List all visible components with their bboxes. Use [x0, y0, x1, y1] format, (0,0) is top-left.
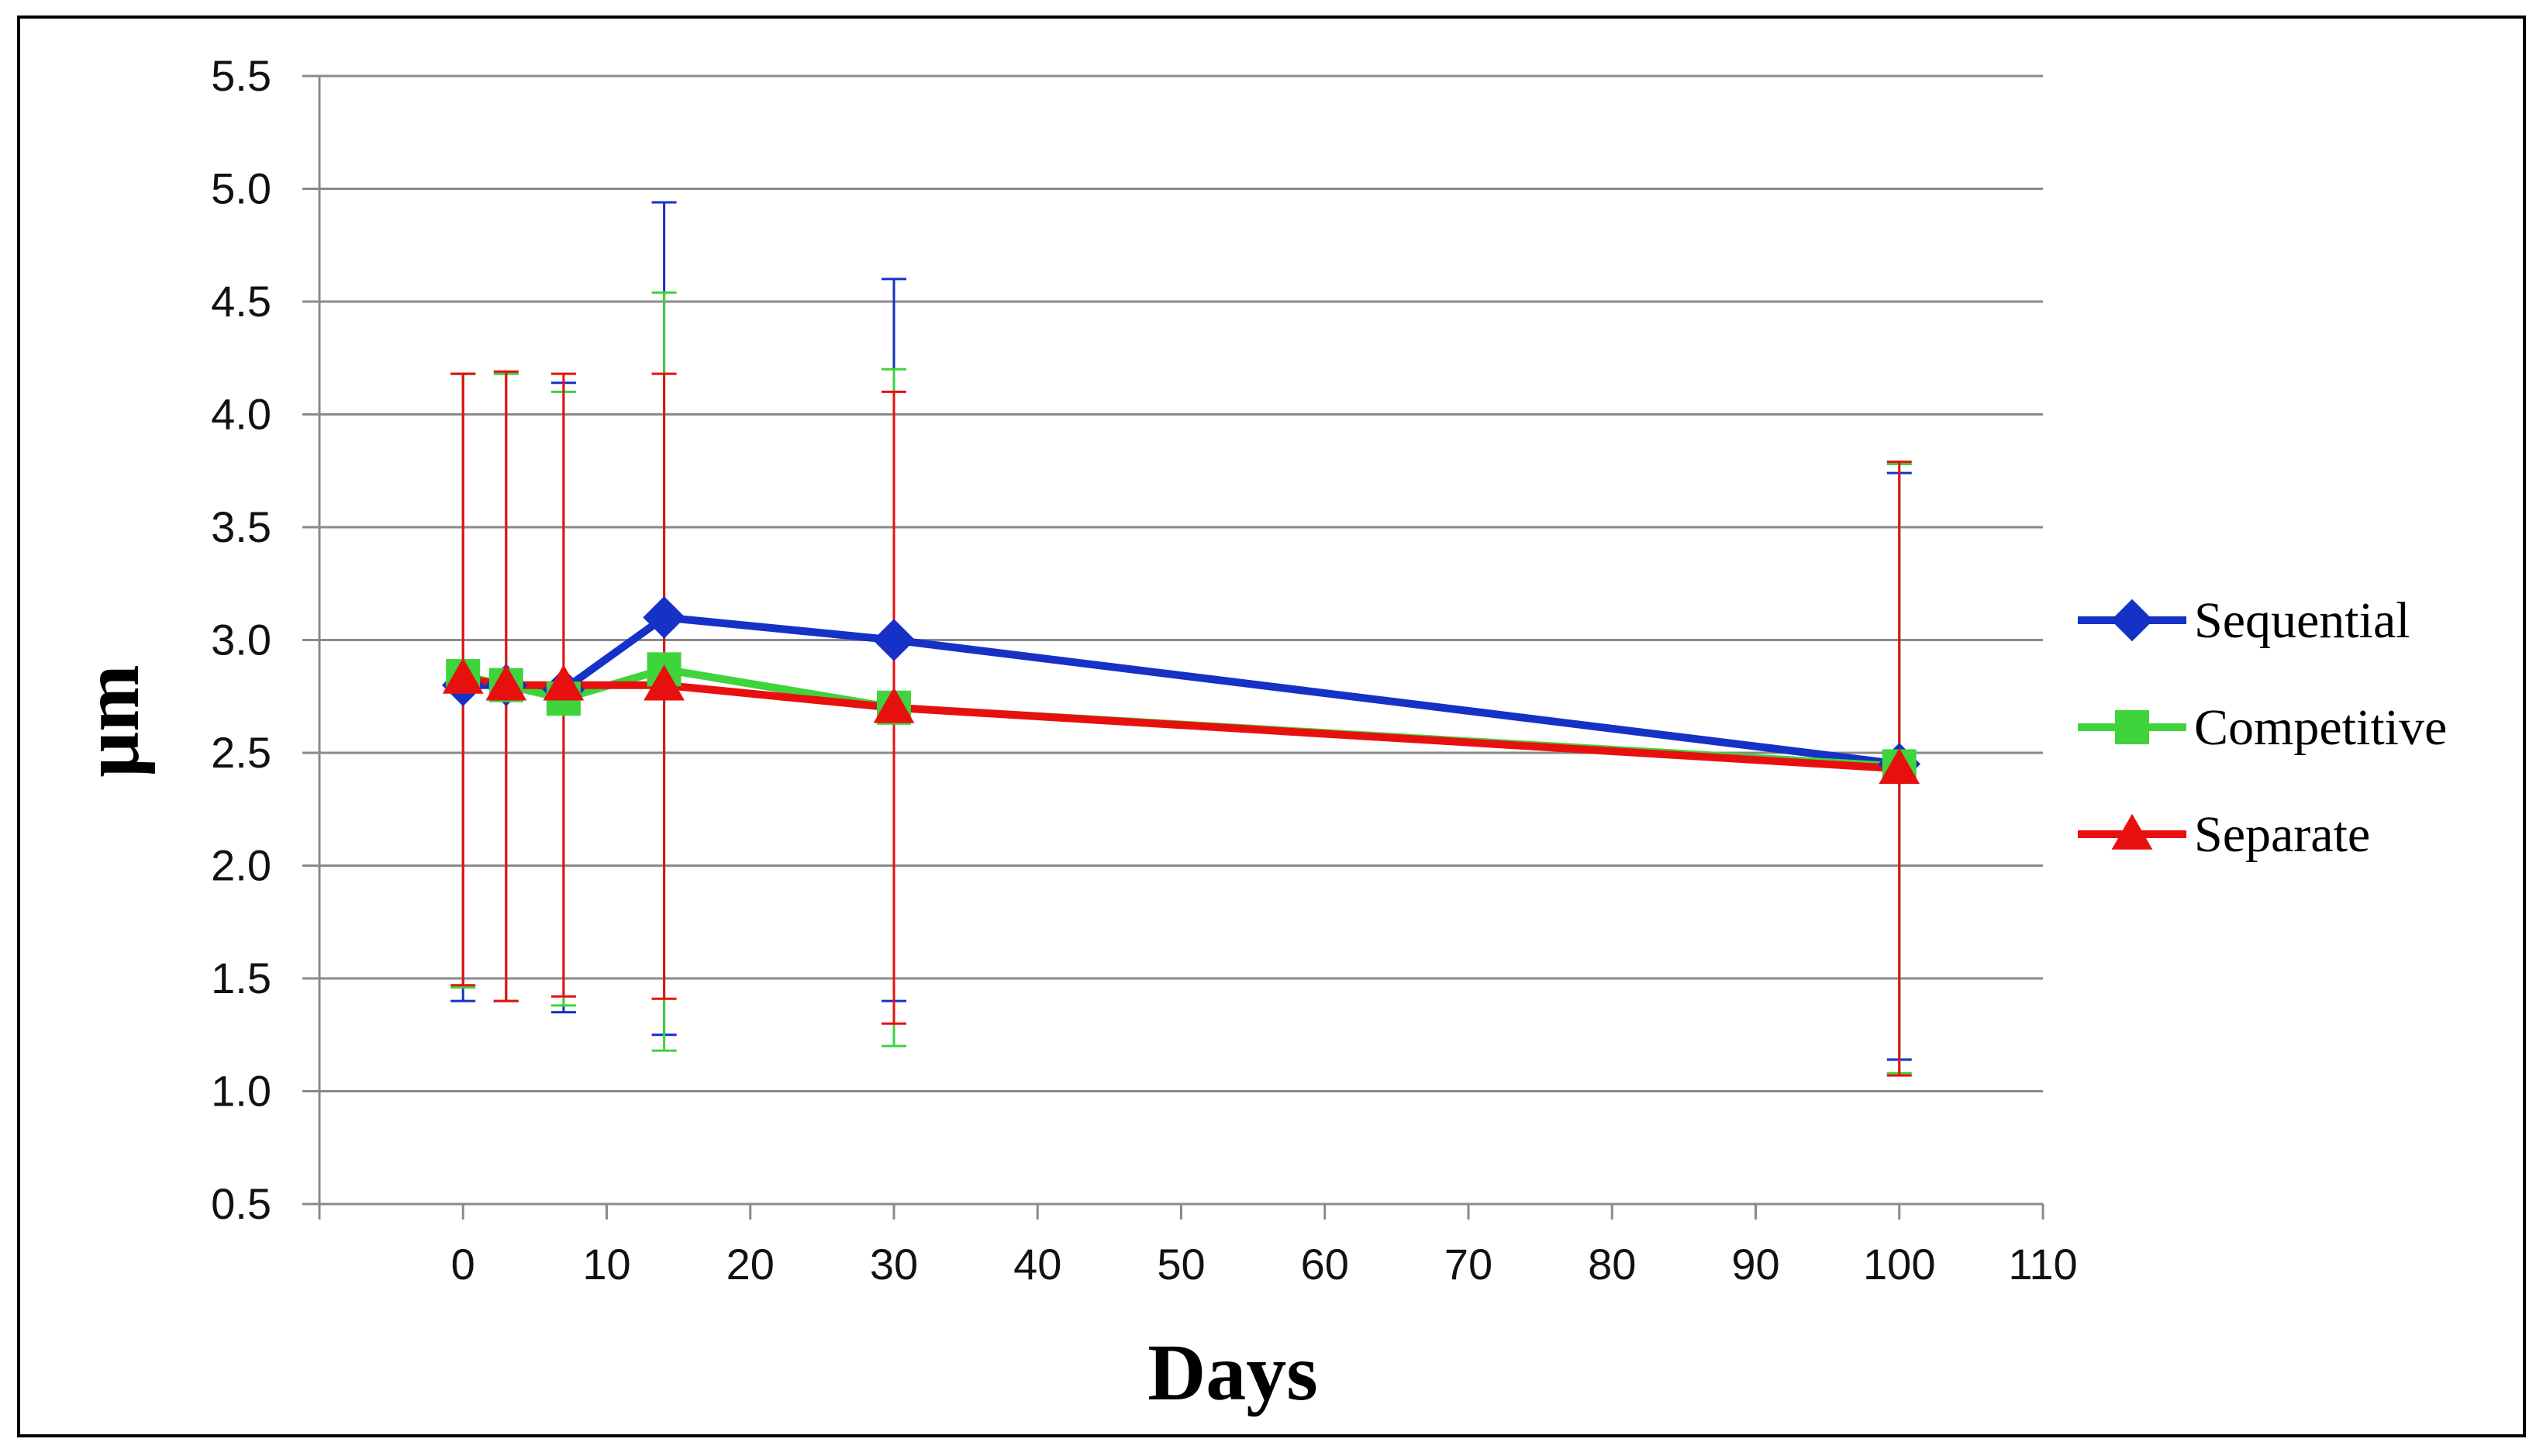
- y-tick-label: 1.5: [211, 954, 271, 1002]
- data-point-separate: [644, 664, 685, 701]
- y-tick-label: 2.0: [211, 841, 271, 890]
- legend-marker-competitive: [2115, 710, 2149, 744]
- x-tick-label: 110: [2008, 1240, 2077, 1289]
- legend-label-separate: Separate: [2194, 806, 2370, 863]
- x-tick-label: 20: [726, 1240, 775, 1289]
- x-tick-label: 30: [870, 1240, 918, 1289]
- legend-label-competitive: Competitive: [2194, 699, 2447, 756]
- x-tick-label: 80: [1588, 1240, 1636, 1289]
- x-tick-label: 10: [582, 1240, 630, 1289]
- data-point-separate: [442, 657, 484, 694]
- legend-label-sequential: Sequential: [2194, 592, 2410, 649]
- x-tick-label: 0: [451, 1240, 475, 1289]
- series-markers: [441, 596, 1921, 785]
- data-point-separate: [1879, 747, 1920, 785]
- y-tick-label: 5.0: [211, 164, 271, 213]
- x-tick-label: 50: [1157, 1240, 1205, 1289]
- x-tick-label: 70: [1444, 1240, 1492, 1289]
- y-tick-label: 2.5: [211, 728, 271, 777]
- data-point-separate: [543, 664, 585, 701]
- y-tick-label: 4.0: [211, 390, 271, 439]
- data-point-sequential: [872, 619, 916, 661]
- x-tick-label: 90: [1731, 1240, 1779, 1289]
- legend: Sequential Competitive Separate: [2078, 592, 2447, 863]
- y-tick-label: 0.5: [211, 1179, 271, 1228]
- y-tick-label: 3.0: [211, 616, 271, 664]
- y-tick-label: 1.0: [211, 1067, 271, 1116]
- y-axis-title: μm: [67, 664, 156, 778]
- data-point-separate: [485, 664, 527, 701]
- data-point-sequential: [643, 596, 685, 639]
- x-axis-title: Days: [1147, 1328, 1318, 1417]
- x-tick-label: 60: [1301, 1240, 1349, 1289]
- legend-marker-sequential: [2110, 599, 2154, 642]
- legend-marker-separate: [2111, 813, 2153, 850]
- data-point-separate: [873, 687, 915, 723]
- y-tick-label: 3.5: [211, 502, 271, 551]
- y-tick-label: 4.5: [211, 277, 271, 326]
- x-tick-label: 100: [1863, 1240, 1935, 1289]
- x-tick-label: 40: [1013, 1240, 1061, 1289]
- y-tick-label: 5.5: [211, 51, 271, 100]
- axes: 0.5 1.0 1.5 2.0 2.5 3.0 3.5 4.0 4.5 5.0 5.5 0 10 20 30…: [211, 51, 2078, 1289]
